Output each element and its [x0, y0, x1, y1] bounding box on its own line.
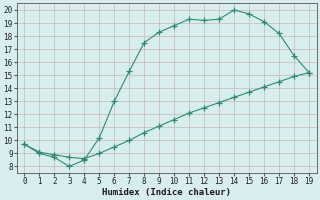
X-axis label: Humidex (Indice chaleur): Humidex (Indice chaleur): [102, 188, 231, 197]
